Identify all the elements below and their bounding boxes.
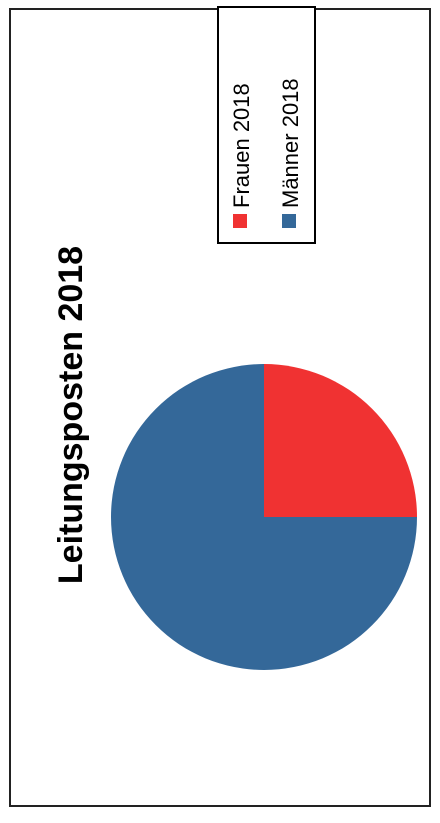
pie-slice-frauen: [264, 364, 417, 517]
legend-swatch-maenner: [282, 214, 296, 228]
chart-title: Leitungsposten 2018: [52, 246, 90, 584]
pie-slices: [111, 364, 417, 670]
legend-label-maenner: Männer 2018: [278, 78, 303, 208]
legend-label-frauen: Frauen 2018: [229, 83, 254, 208]
legend-swatch-frauen: [233, 214, 247, 228]
legend-box: [217, 6, 316, 244]
pie-slice-maenner: [111, 364, 417, 670]
legend: Frauen 2018 Männer 2018: [217, 6, 316, 244]
